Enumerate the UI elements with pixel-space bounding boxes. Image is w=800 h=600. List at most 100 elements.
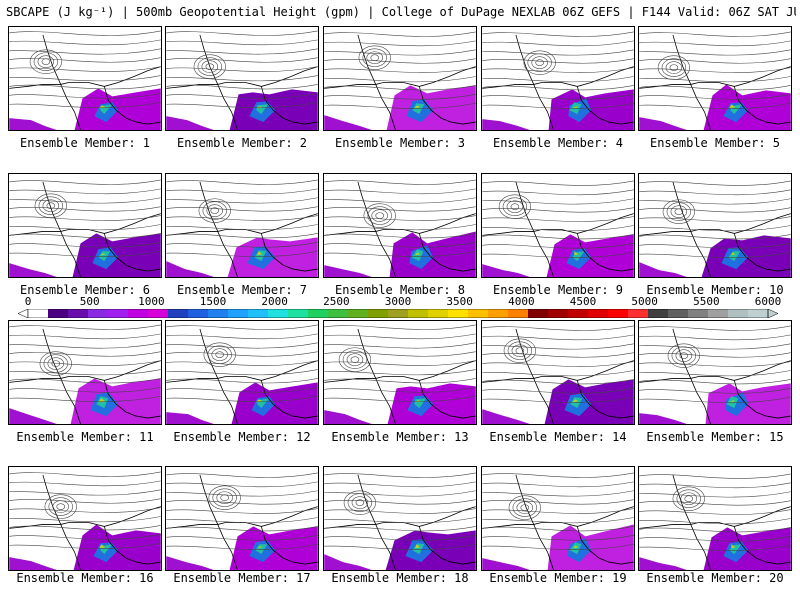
colorbar-swatch <box>728 309 749 318</box>
ensemble-member-label: Ensemble Member: 17 <box>173 571 311 585</box>
colorbar-swatch <box>548 309 569 318</box>
colorbar-swatch <box>488 309 509 318</box>
colorbar-swatch <box>348 309 369 318</box>
ensemble-member-label: Ensemble Member: 7 <box>176 283 308 297</box>
colorbar-swatch <box>168 309 189 318</box>
ensemble-map-panel <box>165 173 319 278</box>
colorbar-swatch <box>368 309 389 318</box>
colorbar-swatch <box>588 309 609 318</box>
colorbar-swatch <box>408 309 429 318</box>
ensemble-map-panel <box>481 26 635 131</box>
ensemble-member-label: Ensemble Member: 9 <box>492 283 624 297</box>
colorbar-swatch <box>48 309 69 318</box>
ensemble-member-label: Ensemble Member: 18 <box>331 571 469 585</box>
colorbar-swatch <box>668 309 689 318</box>
colorbar-swatch <box>268 309 289 318</box>
colorbar-tick-label: 1500 <box>199 295 227 308</box>
colorbar-tick-label: 2000 <box>261 295 288 308</box>
colorbar-tick-label: 1000 <box>138 295 165 308</box>
ensemble-member-label: Ensemble Member: 8 <box>334 283 466 297</box>
ensemble-member-label: Ensemble Member: 4 <box>492 136 624 150</box>
colorbar-swatch <box>308 309 329 318</box>
colorbar-tick-label: 5000 <box>631 295 658 308</box>
ensemble-member-label: Ensemble Member: 10 <box>646 283 784 297</box>
colorbar-tick-label: 5500 <box>693 295 720 308</box>
ensemble-map-image <box>9 179 161 277</box>
colorbar-tick-label: 2500 <box>323 295 350 308</box>
ensemble-map-panel <box>638 466 792 571</box>
colorbar-swatch <box>88 309 109 318</box>
sbcape-colorbar <box>18 309 778 318</box>
ensemble-member-label: Ensemble Member: 3 <box>334 136 466 150</box>
colorbar-swatch <box>428 309 449 318</box>
colorbar-swatch <box>328 309 349 318</box>
colorbar-swatch <box>448 309 469 318</box>
ensemble-member-label: Ensemble Member: 15 <box>646 430 784 444</box>
ensemble-map-panel <box>638 320 792 425</box>
colorbar-swatch <box>528 309 549 318</box>
colorbar-swatch <box>248 309 269 318</box>
colorbar-swatch <box>208 309 229 318</box>
ensemble-map-image <box>324 324 476 424</box>
ensemble-map-image <box>166 472 318 570</box>
colorbar-tick-label: 3500 <box>446 295 473 308</box>
ensemble-map-panel <box>638 26 792 131</box>
ensemble-member-label: Ensemble Member: 5 <box>649 136 781 150</box>
colorbar-swatch <box>188 309 209 318</box>
colorbar-swatch <box>128 309 149 318</box>
ensemble-map-panel <box>165 26 319 131</box>
colorbar-tick-label: 0 <box>24 295 32 308</box>
ensemble-map-panel <box>323 466 477 571</box>
ensemble-map-image <box>9 324 161 424</box>
colorbar-swatch <box>148 309 169 318</box>
colorbar-swatch <box>468 309 489 318</box>
ensemble-member-label: Ensemble Member: 1 <box>19 136 151 150</box>
ensemble-member-label: Ensemble Member: 16 <box>16 571 154 585</box>
ensemble-member-label: Ensemble Member: 19 <box>489 571 627 585</box>
colorbar-swatch <box>28 309 49 318</box>
ensemble-map-image <box>324 31 476 130</box>
colorbar-tick-label: 6000 <box>754 295 782 308</box>
ensemble-map-panel <box>481 320 635 425</box>
colorbar-swatch <box>608 309 629 318</box>
ensemble-member-label: Ensemble Member: 14 <box>489 430 627 444</box>
colorbar-swatch <box>288 309 309 318</box>
ensemble-map-panel <box>8 26 162 131</box>
ensemble-map-image <box>639 325 791 424</box>
ensemble-map-panel <box>638 173 792 278</box>
colorbar-swatch <box>628 309 649 318</box>
ensemble-map-panel <box>323 173 477 278</box>
ensemble-map-image <box>166 324 318 424</box>
colorbar-swatch <box>688 309 709 318</box>
ensemble-map-panel <box>165 466 319 571</box>
colorbar-swatch <box>388 309 409 318</box>
ensemble-map-image <box>166 179 318 277</box>
ensemble-map-image <box>482 325 634 424</box>
ensemble-map-image <box>639 180 791 277</box>
ensemble-map-image <box>324 472 476 570</box>
colorbar-swatch <box>68 309 89 318</box>
ensemble-map-panel <box>8 173 162 278</box>
colorbar-swatch <box>568 309 589 318</box>
ensemble-member-label: Ensemble Member: 12 <box>173 430 311 444</box>
ensemble-map-image <box>639 31 791 130</box>
ensemble-map-image <box>324 179 476 277</box>
colorbar-tick-label: 4000 <box>508 295 535 308</box>
colorbar-tick-label: 500 <box>79 295 100 308</box>
colorbar-tick-label: 4500 <box>569 295 597 308</box>
ensemble-map-panel <box>481 173 635 278</box>
ensemble-map-panel <box>8 466 162 571</box>
ensemble-map-image <box>482 472 634 570</box>
ensemble-map-image <box>9 30 161 130</box>
map-title: SBCAPE (J kg⁻¹) | 500mb Geopotential Hei… <box>6 5 796 19</box>
ensemble-member-label: Ensemble Member: 2 <box>176 136 308 150</box>
colorbar-swatch <box>228 309 249 318</box>
ensemble-member-label: Ensemble Member: 13 <box>331 430 469 444</box>
ensemble-member-label: Ensemble Member: 20 <box>646 571 784 585</box>
colorbar-swatch <box>508 309 529 318</box>
colorbar-tick-label: 3000 <box>384 295 412 308</box>
ensemble-map-image <box>9 471 161 570</box>
ensemble-member-label: Ensemble Member: 6 <box>19 283 151 297</box>
ensemble-map-panel <box>8 320 162 425</box>
ensemble-map-image <box>482 31 634 130</box>
